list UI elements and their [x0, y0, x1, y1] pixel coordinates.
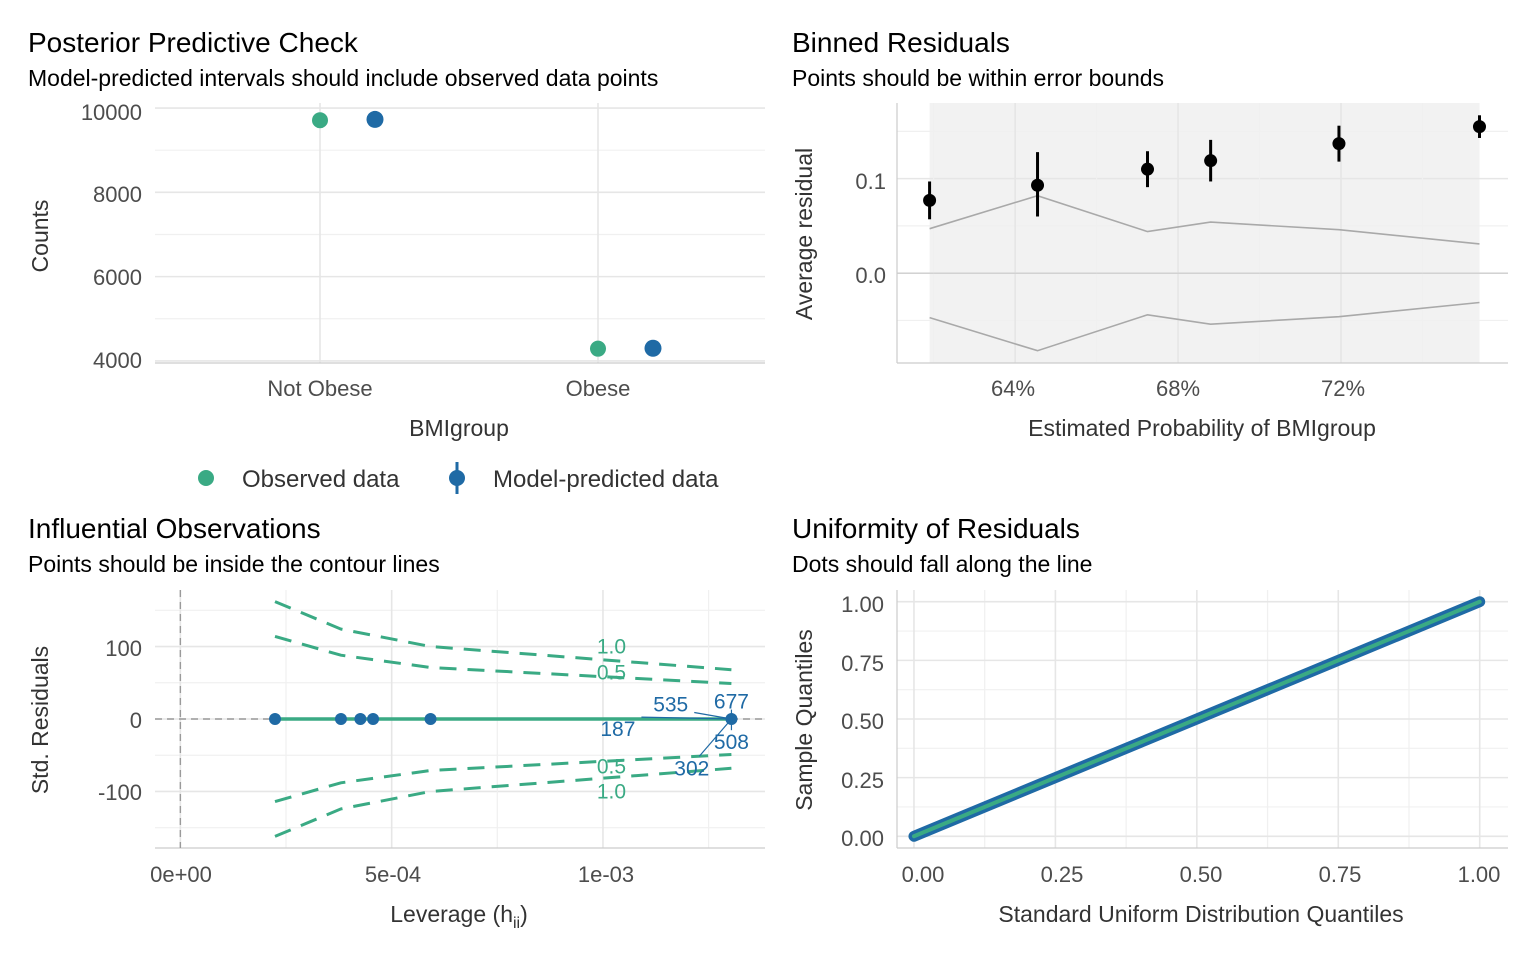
ppc-predicted-point	[366, 110, 384, 128]
ppc-legend: Observed data Model-predicted data	[198, 462, 719, 494]
influence-point	[334, 713, 347, 725]
influence-xlabel-sub: ii	[513, 915, 520, 932]
uniformity-ytick-0.25: 0.25	[841, 768, 884, 793]
influence-gridlines	[155, 590, 765, 849]
binned-subtitle: Points should be within error bounds	[792, 65, 1164, 91]
influence-point	[269, 713, 282, 725]
ppc-xtick-obese: Obese	[566, 376, 631, 401]
influence-ytick-0: 0	[130, 708, 142, 733]
uniformity-ytick-0.00: 0.00	[841, 826, 884, 851]
ppc-observed-point	[312, 112, 328, 129]
binned-point	[1031, 178, 1045, 192]
ppc-marks	[312, 110, 662, 357]
influence-ylabel: Std. Residuals	[27, 646, 53, 794]
binned-title: Binned Residuals	[792, 27, 1010, 58]
binned-lower-bound-line	[929, 301, 1480, 352]
influence-contour-label: 1.0	[597, 636, 626, 659]
influence-xlabel-close: )	[520, 901, 528, 927]
influence-point	[424, 713, 437, 725]
binned-xtick-72: 72%	[1321, 376, 1365, 401]
binned-point	[923, 193, 937, 207]
ppc-ytick-4000: 4000	[93, 348, 142, 373]
ppc-subtitle: Model-predicted intervals should include…	[28, 65, 658, 91]
ppc-ytick-6000: 6000	[93, 265, 142, 290]
uniformity-xtick-0.75: 0.75	[1319, 862, 1362, 887]
binned-error-band	[929, 103, 1480, 363]
uniformity-title: Uniformity of Residuals	[792, 513, 1080, 544]
panel-binned-residuals: Binned Residuals Points should be within…	[791, 27, 1508, 441]
influence-point-label: 677	[714, 691, 749, 714]
uniformity-marks	[908, 596, 1486, 842]
influence-cooks-contour-line	[274, 753, 732, 804]
influence-title: Influential Observations	[28, 513, 321, 544]
ppc-ylabel: Counts	[27, 200, 53, 273]
binned-ytick-0.1: 0.1	[855, 169, 886, 194]
binned-xlabel: Estimated Probability of BMIgroup	[1028, 415, 1376, 441]
influence-point-label: 508	[714, 731, 749, 754]
uniformity-ytick-0.50: 0.50	[841, 709, 884, 734]
ppc-ytick-8000: 8000	[93, 182, 142, 207]
binned-gridlines	[896, 103, 1508, 364]
ppc-predicted-point	[644, 339, 662, 357]
influence-point-label: 187	[600, 718, 635, 741]
legend-predicted-swatch	[449, 470, 465, 486]
influence-xtick-1e-03: 1e-03	[578, 862, 634, 887]
influence-xtick-5e-04: 5e-04	[365, 862, 421, 887]
binned-ylabel: Average residual	[791, 148, 817, 320]
influence-contour-label: 1.0	[597, 780, 626, 803]
influence-xtick-0: 0e+00	[150, 862, 212, 887]
binned-point	[1332, 137, 1346, 151]
legend-observed-swatch	[198, 470, 214, 486]
binned-xtick-68: 68%	[1156, 376, 1200, 401]
panel-uniformity-of-residuals: Uniformity of Residuals Dots should fall…	[791, 513, 1508, 927]
influence-point-label: 302	[674, 757, 709, 780]
uniformity-ylabel: Sample Quantiles	[791, 629, 817, 811]
binned-marks	[923, 115, 1486, 352]
influence-xlabel-main: Leverage (h	[390, 901, 513, 927]
ppc-xtick-not-obese: Not Obese	[267, 376, 372, 401]
ppc-xlabel: BMIgroup	[409, 415, 509, 441]
influence-cooks-contour-line	[274, 766, 732, 838]
legend-observed-label: Observed data	[242, 466, 400, 493]
legend-predicted-label: Model-predicted data	[493, 466, 719, 493]
binned-ytick-0.0: 0.0	[855, 263, 886, 288]
binned-point	[1141, 162, 1155, 176]
influence-label-leader-line	[698, 718, 732, 757]
influence-point-label: 535	[653, 694, 688, 717]
uniformity-ytick-0.75: 0.75	[841, 651, 884, 676]
influence-point	[354, 713, 367, 725]
ppc-ytick-10000: 10000	[81, 100, 142, 125]
ppc-observed-point	[590, 340, 606, 357]
binned-upper-bound-line	[929, 194, 1480, 245]
uniformity-xlabel: Standard Uniform Distribution Quantiles	[998, 901, 1403, 927]
binned-xtick-64: 64%	[991, 376, 1035, 401]
influence-cooks-contour-line	[274, 634, 732, 685]
uniformity-xtick-0.00: 0.00	[902, 862, 945, 887]
panel-posterior-predictive-check: Posterior Predictive Check Model-predict…	[27, 27, 765, 494]
uniformity-subtitle: Dots should fall along the line	[792, 551, 1092, 577]
influence-ytick-100: 100	[105, 636, 142, 661]
uniformity-xtick-1.00: 1.00	[1458, 862, 1501, 887]
uniformity-xtick-0.50: 0.50	[1180, 862, 1223, 887]
influence-label-leader-line	[694, 711, 732, 720]
influence-cooks-contour-line	[274, 600, 732, 672]
panel-influential-observations: Influential Observations Points should b…	[27, 513, 765, 932]
ppc-gridlines	[155, 103, 765, 364]
influence-contour-label: 0.5	[597, 756, 626, 779]
uniformity-ytick-1.00: 1.00	[841, 592, 884, 617]
influence-subtitle: Points should be inside the contour line…	[28, 551, 440, 577]
influence-xlabel: Leverage (hii)	[390, 901, 528, 932]
ppc-title: Posterior Predictive Check	[28, 27, 359, 58]
binned-point	[1472, 120, 1486, 134]
influence-point	[367, 713, 380, 725]
uniformity-xtick-0.25: 0.25	[1041, 862, 1084, 887]
uniformity-reference-line	[911, 599, 1482, 839]
influence-contour-label: 0.5	[597, 662, 626, 685]
influence-ytick-minus-100: -100	[98, 780, 142, 805]
binned-point	[1204, 154, 1218, 168]
influence-label-leader-line	[641, 716, 732, 720]
